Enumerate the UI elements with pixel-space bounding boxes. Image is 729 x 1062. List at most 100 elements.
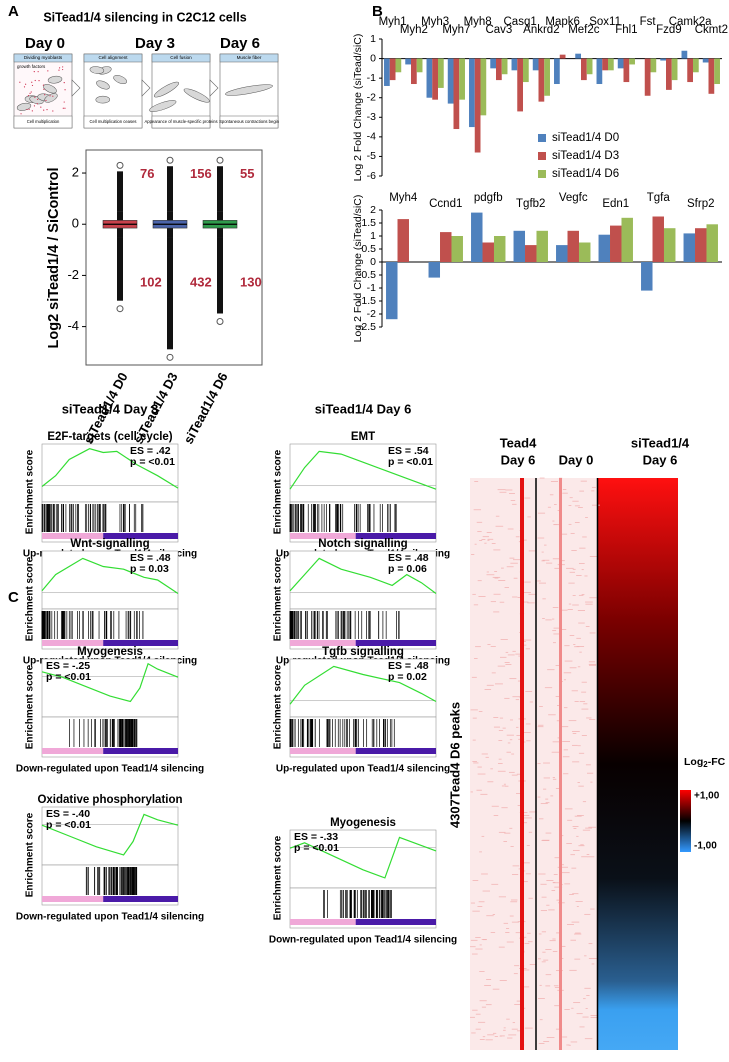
rank-bar-up — [42, 896, 104, 902]
up-count: 55 — [240, 166, 254, 181]
stage-caption: Appearance of muscle-specific proteins — [144, 119, 217, 124]
rank-bar-down — [103, 748, 178, 754]
si-column-label: Day 6 — [643, 452, 678, 467]
bar — [384, 58, 390, 86]
y-axis-label: Enrichment score — [273, 835, 284, 920]
bar — [511, 58, 518, 71]
y-tick-label: 1 — [370, 33, 376, 45]
category-label: Ckmt2 — [695, 24, 728, 36]
rank-bar-up — [290, 919, 356, 925]
bar — [513, 230, 526, 262]
panel-label: A — [8, 3, 19, 20]
outlier-band-high — [117, 171, 123, 212]
enrichment-curve — [289, 665, 437, 705]
bar — [397, 219, 409, 262]
legend-low: -1,00 — [694, 841, 717, 852]
bar — [666, 58, 672, 90]
outlier-band-low — [167, 237, 173, 350]
y-tick-label: 0 — [370, 256, 376, 268]
growth-factor-dot — [46, 108, 48, 111]
bar — [578, 242, 591, 262]
bar — [586, 58, 593, 75]
plot-title: Wnt-signalling — [70, 538, 149, 550]
bar — [687, 58, 693, 83]
rank-bar-up — [290, 640, 356, 646]
es-value: ES = .54 — [388, 445, 429, 457]
panel-label: B — [372, 3, 383, 20]
y-tick-label: -2 — [367, 91, 376, 103]
heatmap-panel: Tead4 Day 6 Day 0 siTead1/4 Day 6 4307Tead4 D… — [447, 435, 726, 1050]
panel-label: C — [8, 589, 19, 606]
stage-header: Cell alignment — [98, 55, 128, 60]
bar — [544, 58, 550, 96]
bar — [482, 242, 494, 262]
bar — [440, 232, 452, 262]
y-axis-label: Enrichment score — [273, 556, 284, 641]
outlier-min — [116, 305, 124, 313]
enrichment-curve — [41, 448, 179, 489]
outlier-max — [216, 156, 224, 164]
growth-factor-dot — [44, 94, 46, 96]
stage-arrow — [209, 79, 219, 97]
y-tick-label: 0 — [72, 216, 79, 231]
rank-bar-up — [290, 533, 356, 539]
category-label: Myh7 — [442, 24, 470, 36]
growth-factor-dot — [37, 98, 39, 101]
bar — [575, 53, 582, 59]
category-label: Cav3 — [485, 24, 512, 36]
y-tick-label: 0 — [370, 52, 376, 64]
bar — [623, 58, 630, 83]
bar — [459, 58, 465, 100]
bar — [517, 58, 523, 112]
stage-header-band — [13, 53, 73, 63]
growth-factor-dot — [58, 69, 60, 71]
plot-caption: Down-regulated upon Tead1/4 silencing — [16, 764, 204, 775]
down-count: 102 — [140, 275, 162, 290]
tead4-d0-peak-signal — [559, 478, 562, 1050]
cell — [96, 80, 110, 90]
cell — [95, 95, 111, 104]
category-label: Fhl1 — [615, 24, 637, 36]
legend-title-part: Log — [684, 756, 703, 768]
bar — [432, 58, 438, 100]
category-label: Vegfc — [559, 192, 588, 204]
bar — [522, 58, 529, 83]
legend-label: siTead1/4 D0 — [552, 132, 619, 144]
bar — [493, 236, 506, 262]
bar — [641, 262, 653, 291]
legend-colorbar — [680, 790, 691, 852]
bar — [617, 58, 624, 69]
up-count: 156 — [190, 166, 212, 181]
stage-caption-band — [83, 115, 143, 129]
category-label: Edn1 — [602, 198, 629, 210]
stage-header-band — [151, 53, 211, 63]
bar — [474, 58, 481, 153]
es-value: ES = .42 — [130, 445, 171, 457]
enrichment-curve — [289, 450, 437, 490]
growth-factor-dot — [29, 92, 31, 94]
stage-caption-band — [219, 115, 279, 129]
y-tick-label: 1.5 — [361, 217, 376, 229]
cell — [44, 93, 58, 103]
bar — [683, 233, 696, 262]
growth-factor-dot — [36, 103, 38, 105]
growth-factor-dot — [31, 110, 33, 112]
plot-caption: Down-regulated upon Tead1/4 silencing — [16, 912, 204, 923]
legend-high: +1,00 — [694, 791, 720, 802]
bar — [411, 58, 417, 85]
stage-caption: Spontaneous contractions begin — [219, 119, 280, 124]
bar — [621, 217, 633, 262]
legend-label: siTead1/4 D6 — [552, 168, 619, 180]
cell — [43, 84, 57, 94]
y-axis-label: Enrichment score — [25, 449, 36, 534]
enrichment-curve — [289, 557, 437, 594]
stage-caption: Cell multiplication — [27, 119, 60, 124]
cell — [47, 75, 63, 84]
bar — [532, 58, 539, 71]
growth-factor-dot — [62, 68, 64, 71]
es-value: ES = .48 — [130, 552, 171, 564]
legend-label: siTead1/4 D3 — [552, 150, 619, 162]
growth-factor-dot — [19, 81, 21, 83]
category-label: Fst — [640, 16, 657, 28]
growth-factor-dot — [49, 95, 51, 97]
